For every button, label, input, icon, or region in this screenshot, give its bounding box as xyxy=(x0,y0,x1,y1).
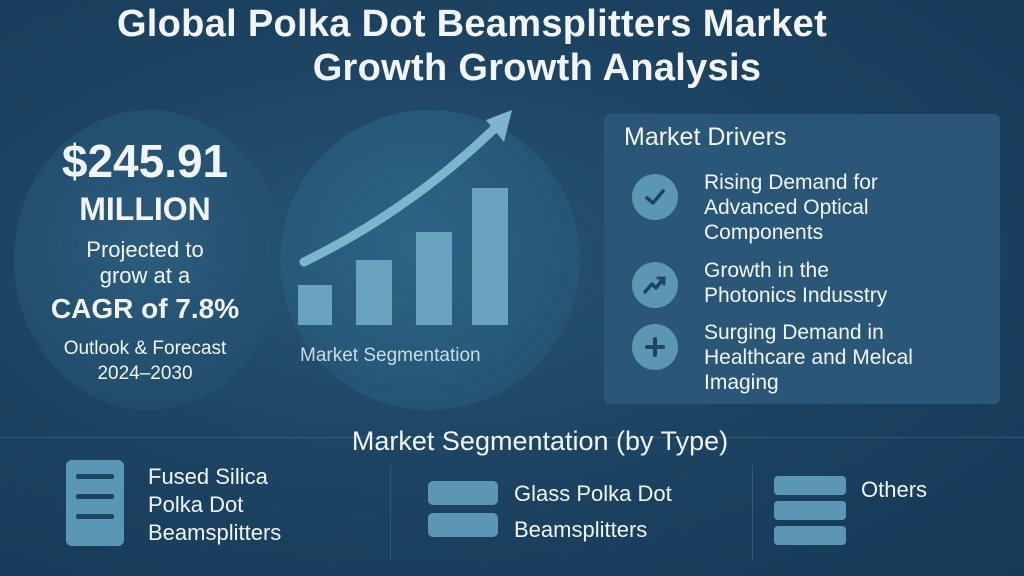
title-line-1: Global Polka Dot Beamsplitters Market xyxy=(116,3,828,45)
growth-bar-2 xyxy=(356,260,392,325)
segment-3-label: Others xyxy=(861,477,928,502)
market-unit: MILLION xyxy=(79,191,211,227)
projected-text-line1: Projected to xyxy=(86,237,204,262)
arrow-head-icon xyxy=(486,110,512,142)
cagr-text: CAGR of 7.8% xyxy=(50,293,240,324)
driver-text-2: Growth in the Photonics Indusstry xyxy=(704,259,888,307)
market-value: $245.91 xyxy=(61,135,229,187)
projected-text-line2: grow at a xyxy=(99,263,191,288)
plus-icon xyxy=(632,324,678,370)
growth-chart-graphic xyxy=(298,110,512,325)
growth-bar-1 xyxy=(298,285,332,325)
driver-text-3: Surging Demand in Healthcare and Melcal … xyxy=(704,321,913,394)
growth-bar-3 xyxy=(416,232,452,325)
fused-silica-icon xyxy=(66,460,124,546)
market-drivers-title: Market Drivers xyxy=(624,123,787,151)
summary-circle xyxy=(14,110,284,410)
title-line-2: Growth Growth Analysis xyxy=(312,47,762,89)
growth-bar-4 xyxy=(472,188,508,325)
others-icon xyxy=(774,476,846,545)
trend-up-icon xyxy=(632,262,678,308)
forecast-years: 2024–2030 xyxy=(97,363,193,384)
segment-1-label: Fused Silica Polka Dot Beamsplitters xyxy=(148,464,282,545)
driver-text-1: Rising Demand for Advanced Optical Compo… xyxy=(704,171,878,244)
segment-2-label: Glass Polka Dot Beamsplitters xyxy=(514,481,672,542)
segment-divider-1 xyxy=(390,465,391,560)
segment-divider-2 xyxy=(752,465,753,560)
segmentation-heading: Market Segmentation (by Type) xyxy=(351,426,729,456)
page-title: Global Polka Dot Beamsplitters Market Gr… xyxy=(0,2,1024,90)
check-icon xyxy=(632,174,678,220)
outlook-text: Outlook & Forecast xyxy=(63,338,227,359)
section-divider xyxy=(0,437,1024,438)
graphic-label: Market Segmentation xyxy=(300,345,481,366)
growth-arrow-icon xyxy=(299,123,500,267)
glass-polka-dot-icon xyxy=(428,481,498,537)
